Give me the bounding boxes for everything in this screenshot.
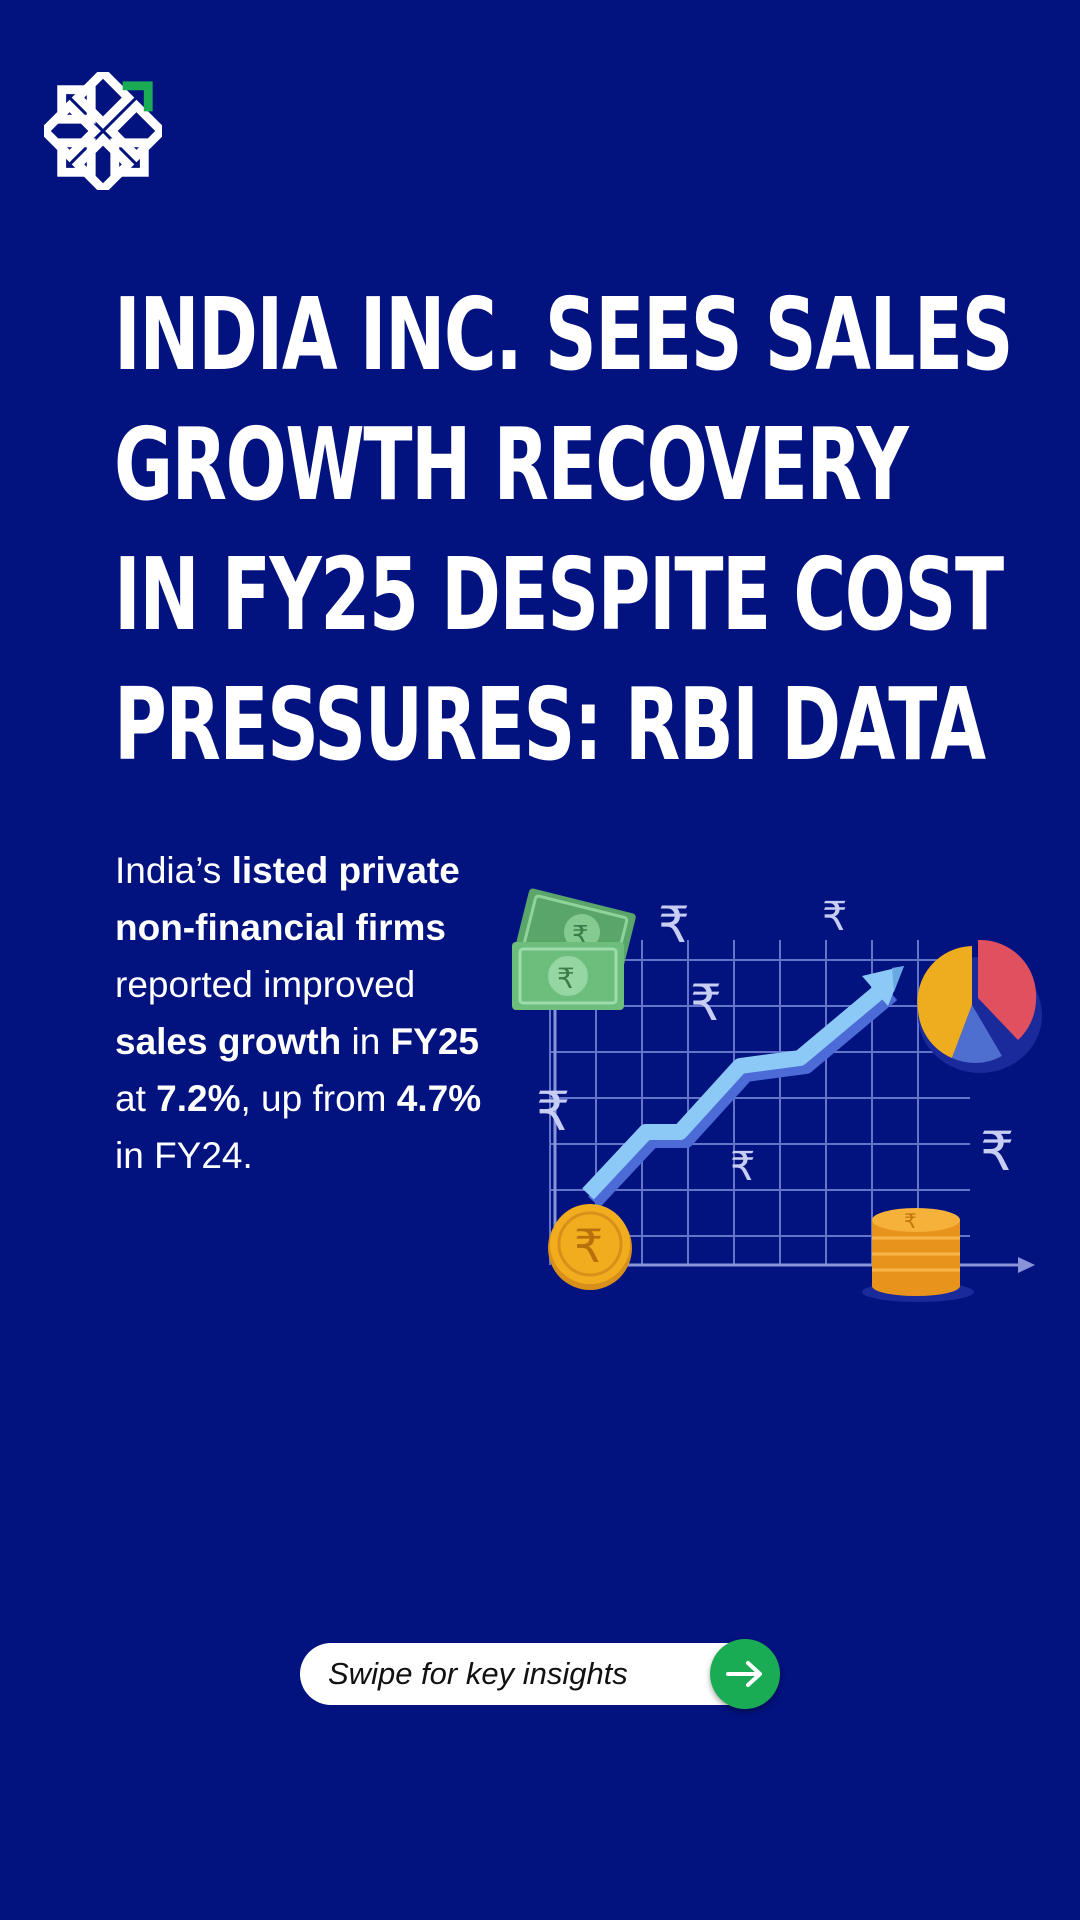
brand-logo-icon [44, 72, 162, 190]
summary-text-part: at [115, 1078, 157, 1119]
summary-highlight: 7.2% [156, 1078, 241, 1119]
headline-line: INDIA INC. SEES SALES [114, 276, 1014, 393]
x-axis-arrow-icon [1018, 1257, 1035, 1273]
rupee-icon: ₹ [730, 1144, 755, 1190]
pie-chart-icon [917, 939, 1042, 1073]
growth-chart-illustration: ₹ ₹ ₹ ₹ ₹ ₹ ₹ ₹ ₹ [512, 888, 1042, 1302]
summary-text-part: in FY24. [115, 1135, 253, 1176]
summary-highlight: listed private non-financial firms [115, 850, 460, 948]
arrow-right-icon [726, 1661, 762, 1687]
summary-highlight: 4.7% [396, 1078, 482, 1119]
summary-text-part: , up from [240, 1078, 397, 1119]
summary-highlight: FY25 [390, 1021, 479, 1062]
headline: INDIA INC. SEES SALES GROWTH RECOVERY IN… [114, 270, 1036, 790]
summary-text-part: India’s [115, 850, 232, 891]
rupee-icon: ₹ [658, 896, 690, 954]
headline-line: GROWTH RECOVERY [114, 406, 909, 523]
rupee-icon: ₹ [980, 1120, 1014, 1183]
growth-arrow-icon [582, 966, 904, 1208]
coin-stack-icon: ₹ [862, 1208, 974, 1302]
summary-text-part: in [341, 1021, 391, 1062]
banknote-icon: ₹ ₹ [512, 888, 636, 1010]
rupee-icon: ₹ [690, 974, 722, 1032]
next-button[interactable] [710, 1639, 780, 1709]
rupee-icon: ₹ [822, 894, 847, 940]
rupee-icon: ₹ [904, 1209, 917, 1233]
coin-icon: ₹ [548, 1204, 632, 1290]
swipe-cta-label: Swipe for key insights [328, 1656, 628, 1691]
rupee-icon: ₹ [574, 1219, 603, 1273]
summary-highlight: sales growth [115, 1021, 342, 1062]
headline-line: PRESSURES: RBI DATA [114, 666, 986, 783]
summary-text-part: reported improved [115, 964, 416, 1005]
rupee-icon: ₹ [557, 962, 575, 995]
rupee-icon: ₹ [536, 1080, 570, 1143]
headline-line: IN FY25 DESPITE COST [114, 536, 1004, 653]
swipe-cta[interactable]: Swipe for key insights [300, 1639, 780, 1709]
summary-text: India’s listed private non-financial fir… [115, 842, 505, 1184]
rupee-symbols: ₹ ₹ ₹ ₹ ₹ ₹ [536, 894, 1014, 1190]
